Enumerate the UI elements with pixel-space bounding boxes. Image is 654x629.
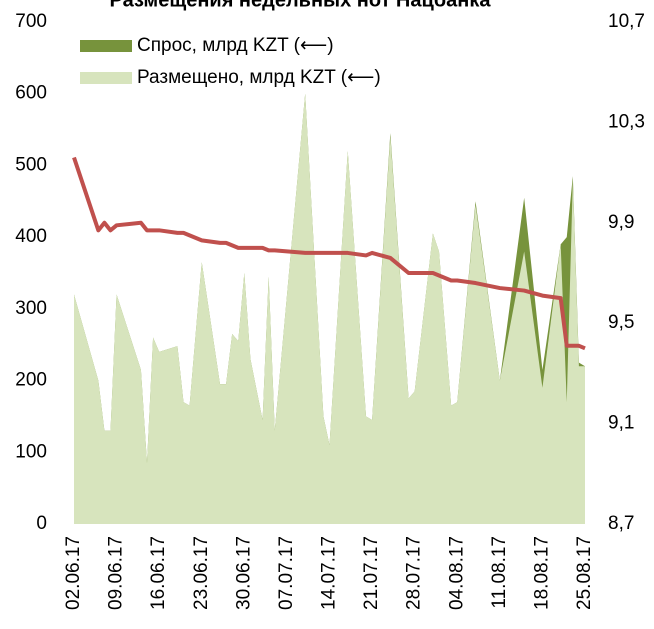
x-tick-label: 16.06.17 xyxy=(148,536,169,610)
x-tick-label: 07.07.17 xyxy=(276,536,297,610)
yield-line xyxy=(72,156,586,351)
y-tick-label: 300 xyxy=(15,298,47,319)
x-tick-label: 04.08.17 xyxy=(446,536,467,610)
x-tick-label: 23.06.17 xyxy=(191,536,212,610)
x-tick-label: 25.08.17 xyxy=(574,536,595,610)
y-tick-label: 500 xyxy=(15,154,47,175)
y-tick-label: 600 xyxy=(15,83,47,104)
y-tick-label: 400 xyxy=(15,226,47,247)
y2-tick-label: 10,3 xyxy=(608,111,645,132)
x-tick-label: 02.06.17 xyxy=(63,536,84,610)
x-tick-label: 18.08.17 xyxy=(531,536,552,610)
chart-title: Размещения недельных нот Нацбанка xyxy=(110,0,492,11)
legend-swatch xyxy=(80,40,132,52)
legend-swatch xyxy=(80,72,132,84)
y2-tick-label: 9,9 xyxy=(608,212,634,233)
y2-tick-label: 9,5 xyxy=(608,312,634,333)
y2-tick-label: 8,7 xyxy=(608,513,634,534)
x-tick-label: 30.06.17 xyxy=(233,536,254,610)
y-tick-label: 0 xyxy=(36,513,47,534)
y-tick-label: 100 xyxy=(15,441,47,462)
y-tick-label: 200 xyxy=(15,370,47,391)
y2-tick-label: 9,1 xyxy=(608,413,634,434)
y-tick-label: 700 xyxy=(15,11,47,32)
x-tick-label: 28.07.17 xyxy=(404,536,425,610)
area xyxy=(74,93,585,524)
y2-tick-label: 10,7 xyxy=(608,11,645,32)
legend-label: Спрос, млрд KZT (⟵) xyxy=(137,35,334,56)
x-tick-label: 11.08.17 xyxy=(489,536,510,609)
x-tick-label: 21.07.17 xyxy=(361,536,382,610)
x-tick-label: 14.07.17 xyxy=(319,536,340,610)
legend-label: Размещено, млрд KZT (⟵) xyxy=(137,67,381,88)
x-tick-label: 09.06.17 xyxy=(106,536,127,610)
